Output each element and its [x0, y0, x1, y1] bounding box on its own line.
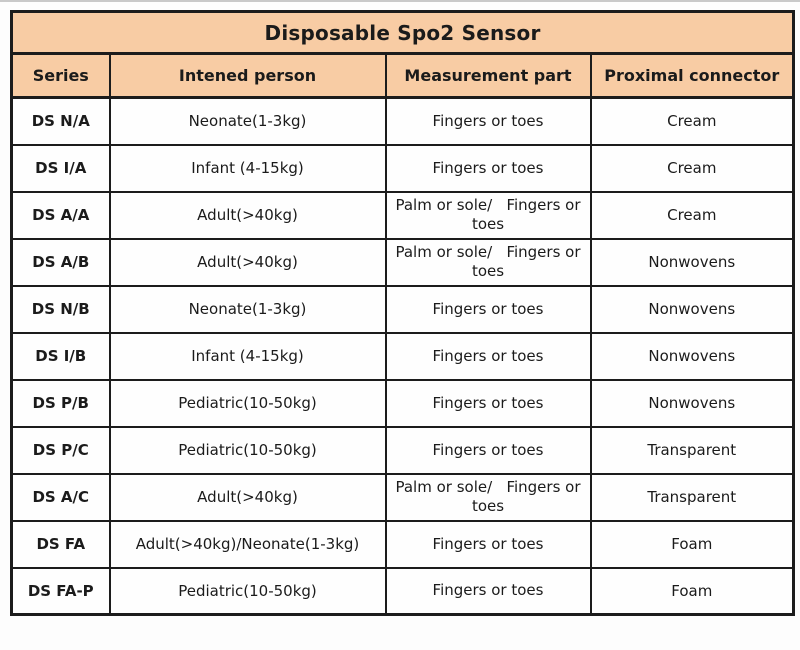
measurement-part-cell: Fingers or toes [384, 566, 592, 616]
proximal-connector-cell: Nonwovens [589, 331, 795, 381]
measurement-part-cell: Fingers or toes [384, 378, 592, 428]
proximal-connector-cell: Nonwovens [589, 237, 795, 287]
proximal-connector-cell: Transparent [589, 472, 795, 522]
proximal-connector-cell: Cream [589, 143, 795, 193]
table-row: DS A/C Adult(>40kg) Palm or sole/ Fingers … [10, 472, 795, 522]
series-cell: DS FA-P [10, 566, 111, 616]
table-row: DS FA Adult(>40kg)/Neonate(1-3kg) Fingers … [10, 519, 795, 569]
series-cell: DS P/C [10, 425, 111, 475]
table-row: DS I/B Infant (4-15kg) Fingers or toes Nonw… [10, 331, 795, 381]
series-cell: DS A/B [10, 237, 111, 287]
table-row: DS P/B Pediatric(10-50kg) Fingers or toes N… [10, 378, 795, 428]
series-cell: DS P/B [10, 378, 111, 428]
table-row: DS I/A Infant (4-15kg) Fingers or toes Crea… [10, 143, 795, 193]
proximal-connector-cell: Cream [589, 190, 795, 240]
measurement-part-cell: Palm or sole/ Fingers or toes [384, 472, 592, 522]
series-cell: DS A/C [10, 472, 111, 522]
measurement-part-cell: Fingers or toes [384, 143, 592, 193]
intened-person-cell: Pediatric(10-50kg) [108, 566, 387, 616]
table-row: DS A/A Adult(>40kg) Palm or sole/ Fingers … [10, 190, 795, 240]
series-cell: DS N/A [10, 96, 111, 146]
table-row: DS A/B Adult(>40kg) Palm or sole/ Fingers … [10, 237, 795, 287]
intened-person-cell: Adult(>40kg) [108, 472, 387, 522]
proximal-connector-cell: Transparent [589, 425, 795, 475]
intened-person-cell: Infant (4-15kg) [108, 143, 387, 193]
series-cell: DS I/B [10, 331, 111, 381]
proximal-connector-cell: Nonwovens [589, 378, 795, 428]
proximal-connector-cell: Nonwovens [589, 284, 795, 334]
table-row: DS N/B Neonate(1-3kg) Fingers or toes Nonwo… [10, 284, 795, 334]
series-cell: DS FA [10, 519, 111, 569]
column-header-measurement-part: Measurement part [384, 52, 592, 99]
series-cell: DS N/B [10, 284, 111, 334]
intened-person-cell: Adult(>40kg) [108, 190, 387, 240]
intened-person-cell: Neonate(1-3kg) [108, 96, 387, 146]
intened-person-cell: Neonate(1-3kg) [108, 284, 387, 334]
measurement-part-cell: Fingers or toes [384, 519, 592, 569]
intened-person-cell: Adult(>40kg) [108, 237, 387, 287]
table-row: DS P/C Pediatric(10-50kg) Fingers or toes T… [10, 425, 795, 475]
table-title: Disposable Spo2 Sensor [10, 10, 795, 55]
table-row: DS N/A Neonate(1-3kg) Fingers or toes Cream [10, 96, 795, 146]
table-body: DS N/A Neonate(1-3kg) Fingers or toes Cream… [10, 96, 795, 616]
column-header-series: Series [10, 52, 111, 99]
intened-person-cell: Pediatric(10-50kg) [108, 425, 387, 475]
table-row: DS FA-P Pediatric(10-50kg) Fingers or toes… [10, 566, 795, 616]
proximal-connector-cell: Foam [589, 566, 795, 616]
proximal-connector-cell: Foam [589, 519, 795, 569]
intened-person-cell: Pediatric(10-50kg) [108, 378, 387, 428]
measurement-part-cell: Fingers or toes [384, 331, 592, 381]
spo2-sensor-table: Disposable Spo2 Sensor Series Intened per… [10, 10, 796, 616]
table-header-row: Series Intened person Measurement part Prox… [10, 52, 795, 99]
series-cell: DS I/A [10, 143, 111, 193]
proximal-connector-cell: Cream [589, 96, 795, 146]
measurement-part-cell: Fingers or toes [384, 96, 592, 146]
table-title-row: Disposable Spo2 Sensor [10, 10, 795, 55]
intened-person-cell: Infant (4-15kg) [108, 331, 387, 381]
series-cell: DS A/A [10, 190, 111, 240]
column-header-proximal-connector: Proximal connector [589, 52, 795, 99]
measurement-part-cell: Fingers or toes [384, 425, 592, 475]
measurement-part-cell: Fingers or toes [384, 284, 592, 334]
column-header-intened-person: Intened person [108, 52, 387, 99]
measurement-part-cell: Palm or sole/ Fingers or toes [384, 237, 592, 287]
measurement-part-cell: Palm or sole/ Fingers or toes [384, 190, 592, 240]
intened-person-cell: Adult(>40kg)/Neonate(1-3kg) [108, 519, 387, 569]
